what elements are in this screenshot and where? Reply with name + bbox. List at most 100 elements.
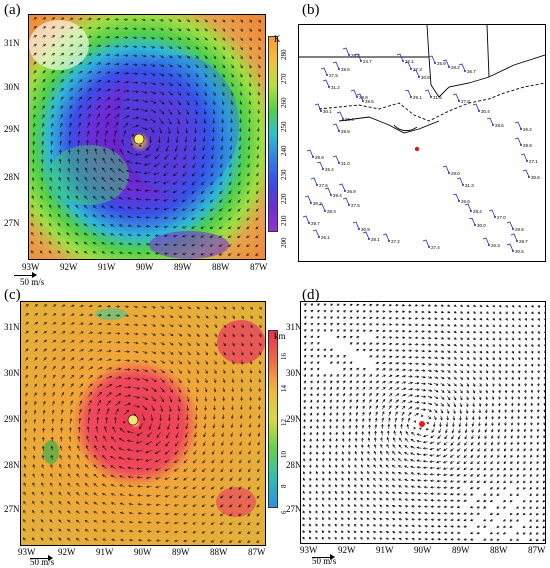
wind-vector-head xyxy=(256,540,259,543)
wind-vector xyxy=(204,64,208,68)
lat-tick-c-30: 30N xyxy=(4,368,20,378)
wind-vector-head xyxy=(336,329,340,332)
wind-vector-head xyxy=(125,18,128,21)
wind-vector-head xyxy=(434,323,438,327)
wind-vector-head xyxy=(201,486,205,490)
wind-vector-head xyxy=(154,234,158,237)
wind-vector-head xyxy=(309,399,313,403)
wind-vector-head xyxy=(94,435,98,439)
wind-vector-head xyxy=(323,310,327,313)
wind-vector-head xyxy=(362,405,365,409)
wind-vector xyxy=(69,122,72,128)
station-wind-barb xyxy=(342,47,350,56)
wind-vector-head xyxy=(511,324,515,328)
wind-vector xyxy=(447,383,451,387)
wind-vector-head xyxy=(537,311,540,315)
wind-vector-head xyxy=(196,389,199,393)
wind-vector-head xyxy=(89,35,92,39)
wind-vector xyxy=(229,163,232,168)
wind-vector-head xyxy=(187,371,191,374)
wind-vector-head xyxy=(136,467,140,470)
wind-vector-head xyxy=(460,324,464,327)
wind-vector-head xyxy=(52,35,56,38)
wind-vector xyxy=(93,464,98,469)
wind-vector-head xyxy=(447,304,451,307)
wind-vector-head xyxy=(210,522,214,525)
wind-vector-head xyxy=(402,323,406,327)
wind-vector xyxy=(191,244,196,246)
wind-vector xyxy=(401,394,406,397)
wind-vector-head xyxy=(229,495,232,499)
wind-vector-head xyxy=(177,121,180,125)
wind-vector-head xyxy=(322,418,326,422)
wind-vector-head xyxy=(524,364,527,367)
wind-vector-head xyxy=(435,383,439,386)
wind-vector-head xyxy=(181,199,185,202)
wind-vector-head xyxy=(434,310,438,314)
wind-vector-head xyxy=(429,376,433,379)
wind-vector-head xyxy=(161,55,164,58)
wind-vector-head xyxy=(49,500,53,504)
wind-vector-head xyxy=(376,329,380,333)
wind-vector-head xyxy=(416,394,420,398)
wind-vector xyxy=(165,145,169,152)
wind-vector xyxy=(150,28,155,30)
wind-vector-head xyxy=(486,331,489,334)
wind-vector-head xyxy=(99,331,103,335)
wind-vector xyxy=(51,123,54,128)
wind-vector-head xyxy=(473,330,477,334)
wind-vector-head xyxy=(33,96,36,100)
wind-vector xyxy=(164,235,169,237)
wind-vector xyxy=(105,105,111,110)
wind-vector-head xyxy=(178,93,182,96)
wind-vector-head xyxy=(329,418,332,422)
wind-vector-head xyxy=(164,451,168,455)
wind-vector xyxy=(49,214,52,218)
wind-vector xyxy=(219,208,223,212)
wind-vector xyxy=(404,458,409,462)
wind-vector-head xyxy=(203,120,207,124)
wind-vector-head xyxy=(511,370,514,374)
wind-vector-head xyxy=(504,448,507,452)
wind-vector-head xyxy=(176,418,180,421)
wind-vector-head xyxy=(51,96,55,100)
wind-vector-head xyxy=(240,407,243,411)
wind-vector-head xyxy=(491,397,495,401)
wind-vector-head xyxy=(330,303,334,307)
wind-vector-head xyxy=(145,442,149,445)
wind-vector-head xyxy=(504,435,507,439)
wind-vector-head xyxy=(310,367,313,371)
station-wind-barb xyxy=(302,215,310,224)
wind-vector-head xyxy=(183,539,187,543)
wind-vector xyxy=(42,455,44,460)
wind-vector-head xyxy=(136,224,140,228)
wind-vector-head xyxy=(249,29,252,32)
wind-vector-head xyxy=(524,390,527,394)
wind-vector-head xyxy=(504,397,508,400)
wind-vector-head xyxy=(40,537,44,541)
wind-vector-head xyxy=(25,392,28,396)
wind-vector-head xyxy=(356,342,360,345)
wind-vector-head xyxy=(211,469,214,473)
wind-vector xyxy=(220,163,223,168)
wind-vector-head xyxy=(483,467,487,471)
wind-vector xyxy=(229,468,233,472)
wind-vector-head xyxy=(110,502,114,505)
wind-vector-head xyxy=(51,427,54,431)
wind-vector xyxy=(240,100,242,105)
wind-vector xyxy=(59,455,62,460)
wind-vector-head xyxy=(238,478,242,481)
wind-vector-head xyxy=(258,389,261,392)
wind-vector-head xyxy=(505,350,508,354)
wind-vector xyxy=(32,168,34,173)
wind-vector xyxy=(79,400,82,406)
wind-vector-head xyxy=(75,223,78,226)
wind-vector xyxy=(163,172,169,176)
wind-vector-head xyxy=(57,250,61,254)
wind-vector-head xyxy=(479,384,482,387)
wind-vector-head xyxy=(31,537,35,541)
wind-vector-head xyxy=(459,411,462,415)
wind-vector-head xyxy=(144,155,148,158)
station-dot xyxy=(494,216,496,218)
wind-vector-head xyxy=(145,388,149,391)
